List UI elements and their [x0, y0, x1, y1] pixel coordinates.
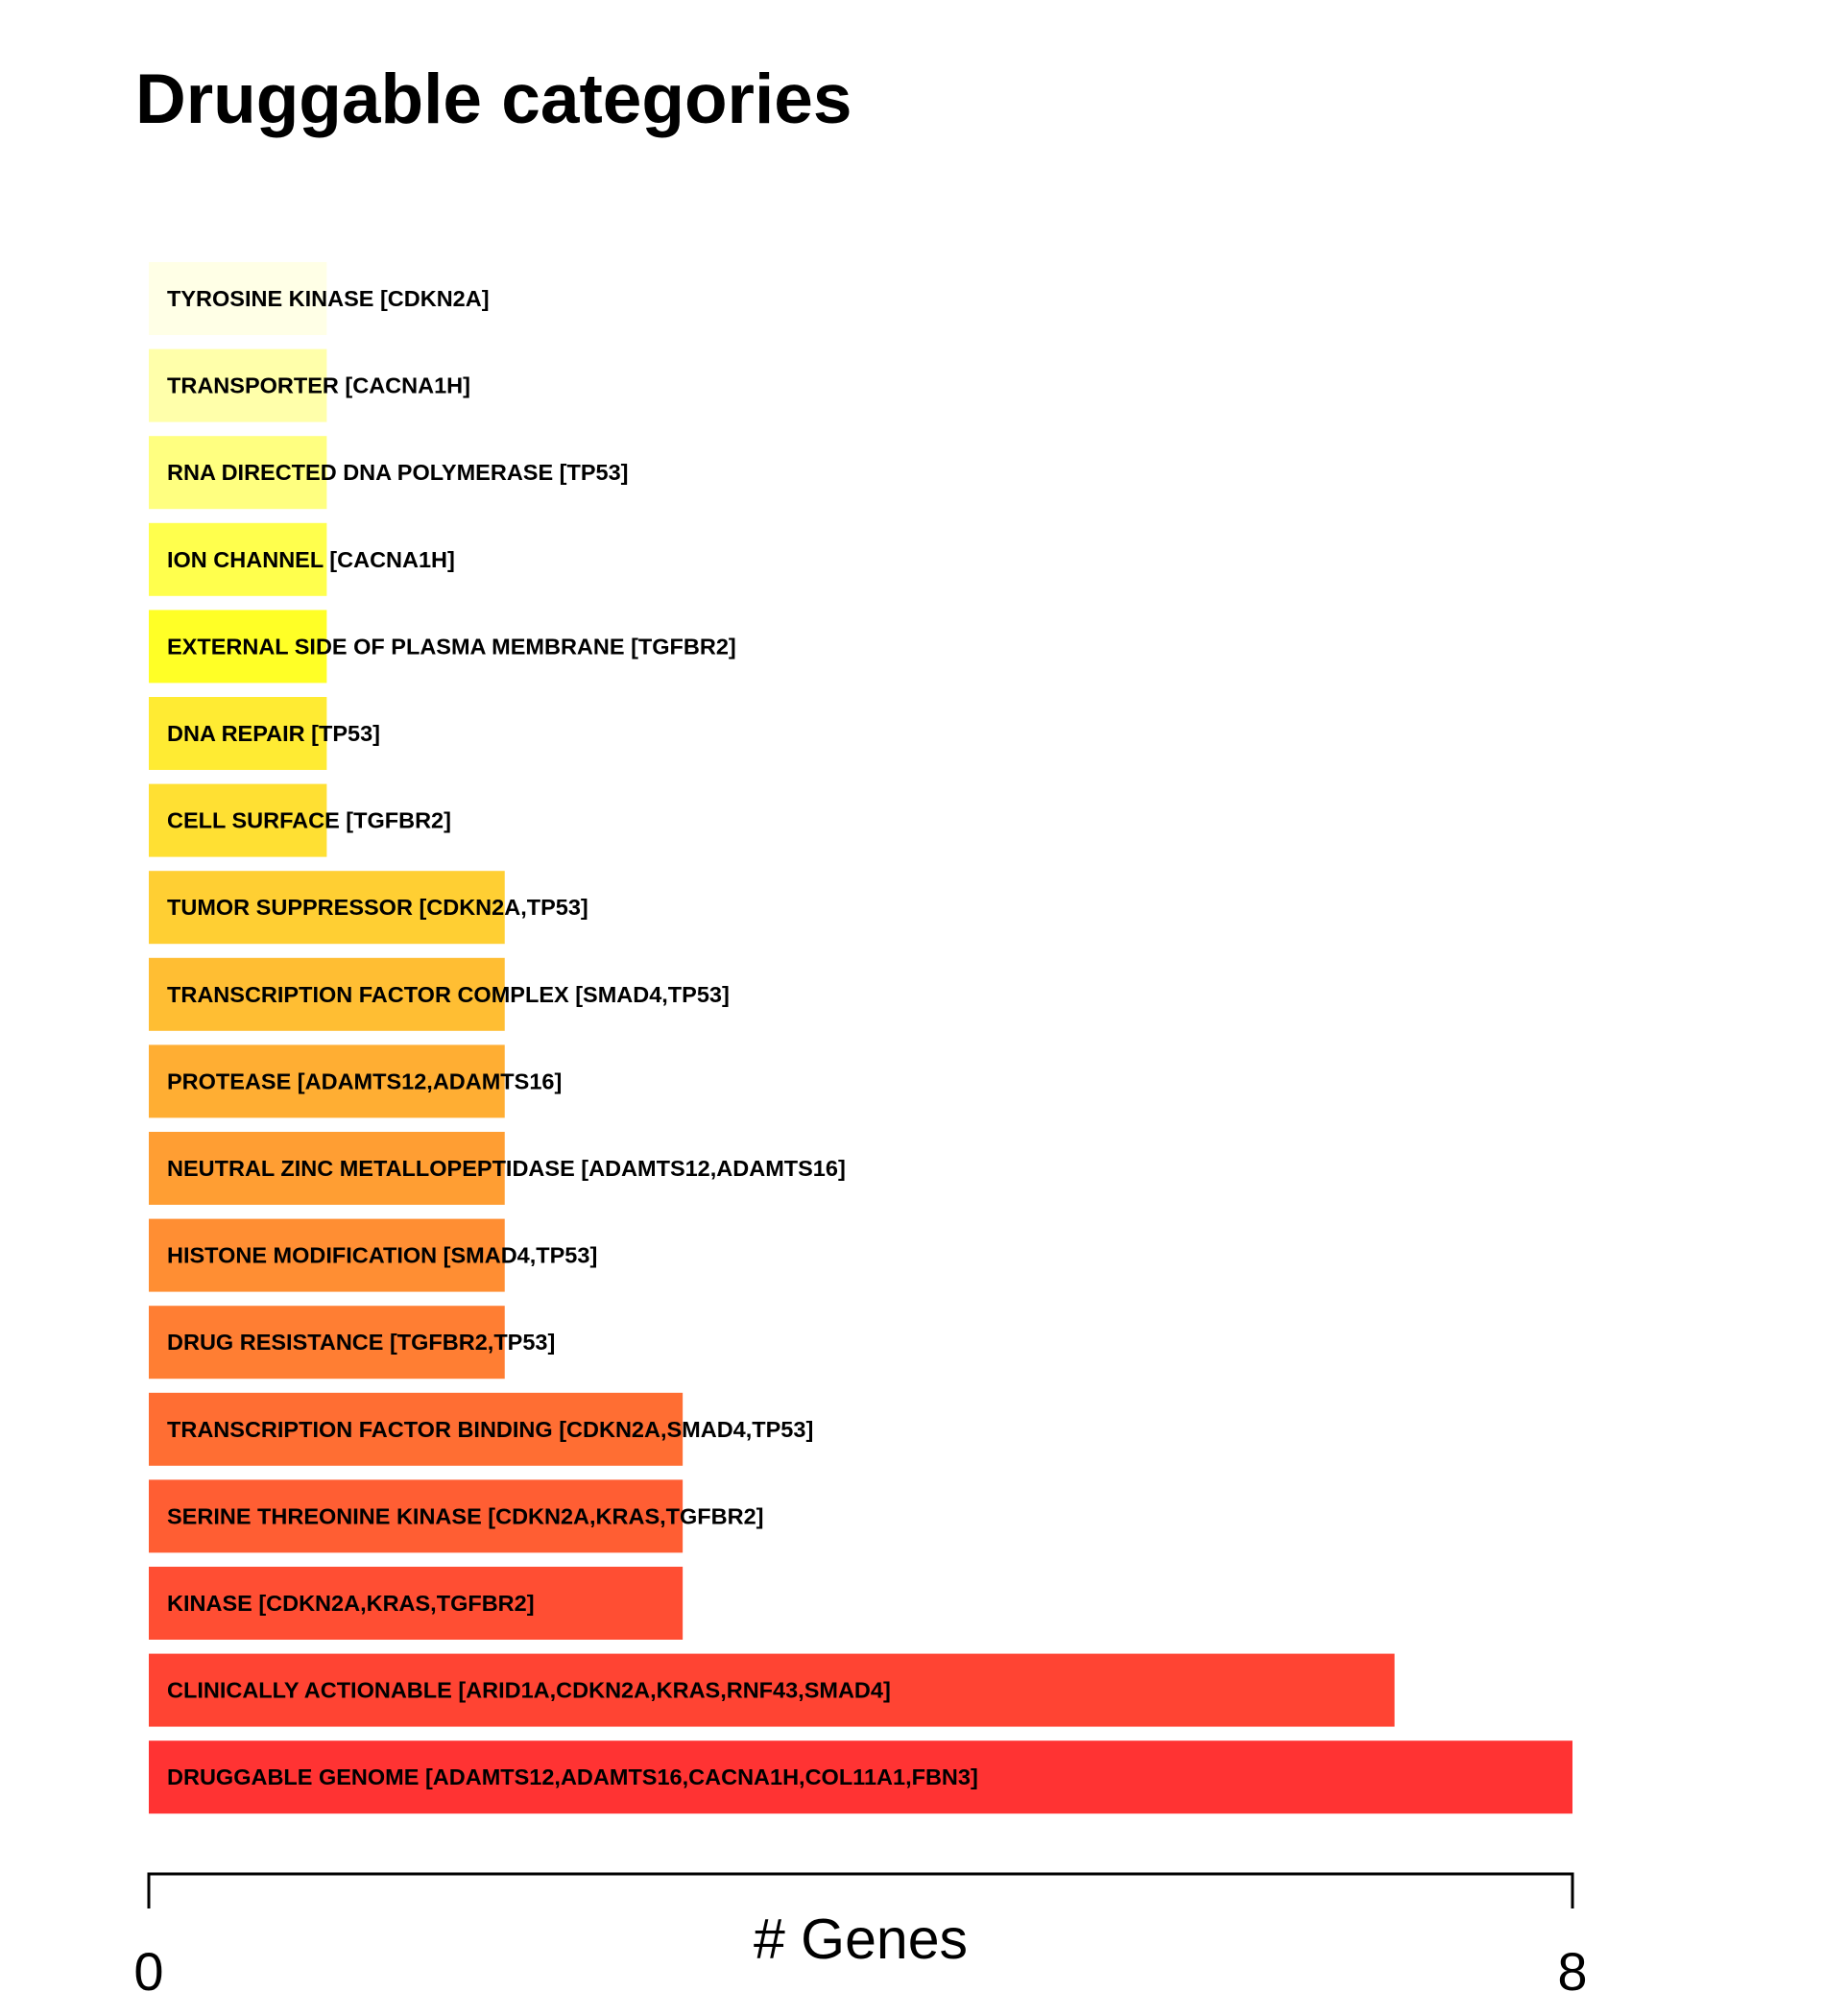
bar-label: CLINICALLY ACTIONABLE [ARID1A,CDKN2A,KRA… [167, 1678, 891, 1703]
bar-label: TRANSPORTER [CACNA1H] [167, 373, 470, 398]
x-tick-label-min: 0 [133, 1941, 163, 2002]
bar [149, 1740, 1572, 1814]
bar [149, 1218, 505, 1292]
x-axis-line [147, 1872, 1574, 1908]
bar [149, 871, 505, 945]
bar-label: DRUG RESISTANCE [TGFBR2,TP53] [167, 1330, 555, 1355]
bar [149, 697, 327, 770]
bar [149, 610, 327, 684]
bar [149, 1132, 505, 1205]
bars-layer [149, 262, 1572, 1814]
bar-label: KINASE [CDKN2A,KRAS,TGFBR2] [167, 1591, 535, 1616]
bar [149, 436, 327, 510]
bar-label: RNA DIRECTED DNA POLYMERASE [TP53] [167, 460, 629, 485]
x-axis-title: # Genes [754, 1908, 968, 1971]
bar-label: CELL SURFACE [TGFBR2] [167, 808, 451, 833]
bar-label: TYROSINE KINASE [CDKN2A] [167, 286, 490, 311]
bar [149, 957, 505, 1031]
bar-label: EXTERNAL SIDE OF PLASMA MEMBRANE [TGFBR2… [167, 634, 736, 659]
x-tick-label-max: 8 [1557, 1941, 1587, 2002]
bar [149, 1306, 505, 1380]
bar-label: NEUTRAL ZINC METALLOPEPTIDASE [ADAMTS12,… [167, 1156, 846, 1181]
bar-label: ION CHANNEL [CACNA1H] [167, 547, 455, 572]
bar [149, 1044, 505, 1118]
bar-labels-layer: TYROSINE KINASE [CDKN2A] TRANSPORTER [CAC… [167, 286, 978, 1789]
chart-title: Druggable categories [135, 60, 852, 138]
bar-label: TRANSCRIPTION FACTOR BINDING [CDKN2A,SMA… [167, 1417, 813, 1442]
bar-label: TUMOR SUPPRESSOR [CDKN2A,TP53] [167, 895, 588, 920]
bar [149, 1567, 684, 1640]
x-axis: 0 8 # Genes [133, 1872, 1588, 2002]
bar [149, 1479, 684, 1553]
bar-label: PROTEASE [ADAMTS12,ADAMTS16] [167, 1068, 562, 1093]
bar-label: TRANSCRIPTION FACTOR COMPLEX [SMAD4,TP53… [167, 982, 730, 1007]
bar [149, 262, 327, 335]
bar-label: HISTONE MODIFICATION [SMAD4,TP53] [167, 1243, 597, 1268]
bar [149, 348, 327, 422]
bar [149, 1392, 684, 1466]
bar [149, 1653, 1395, 1727]
bar-label: DNA REPAIR [TP53] [167, 721, 380, 746]
bar [149, 783, 327, 857]
bar [149, 522, 327, 596]
bar-label: SERINE THREONINE KINASE [CDKN2A,KRAS,TGF… [167, 1503, 764, 1528]
bar-label: DRUGGABLE GENOME [ADAMTS12,ADAMTS16,CACN… [167, 1764, 978, 1789]
